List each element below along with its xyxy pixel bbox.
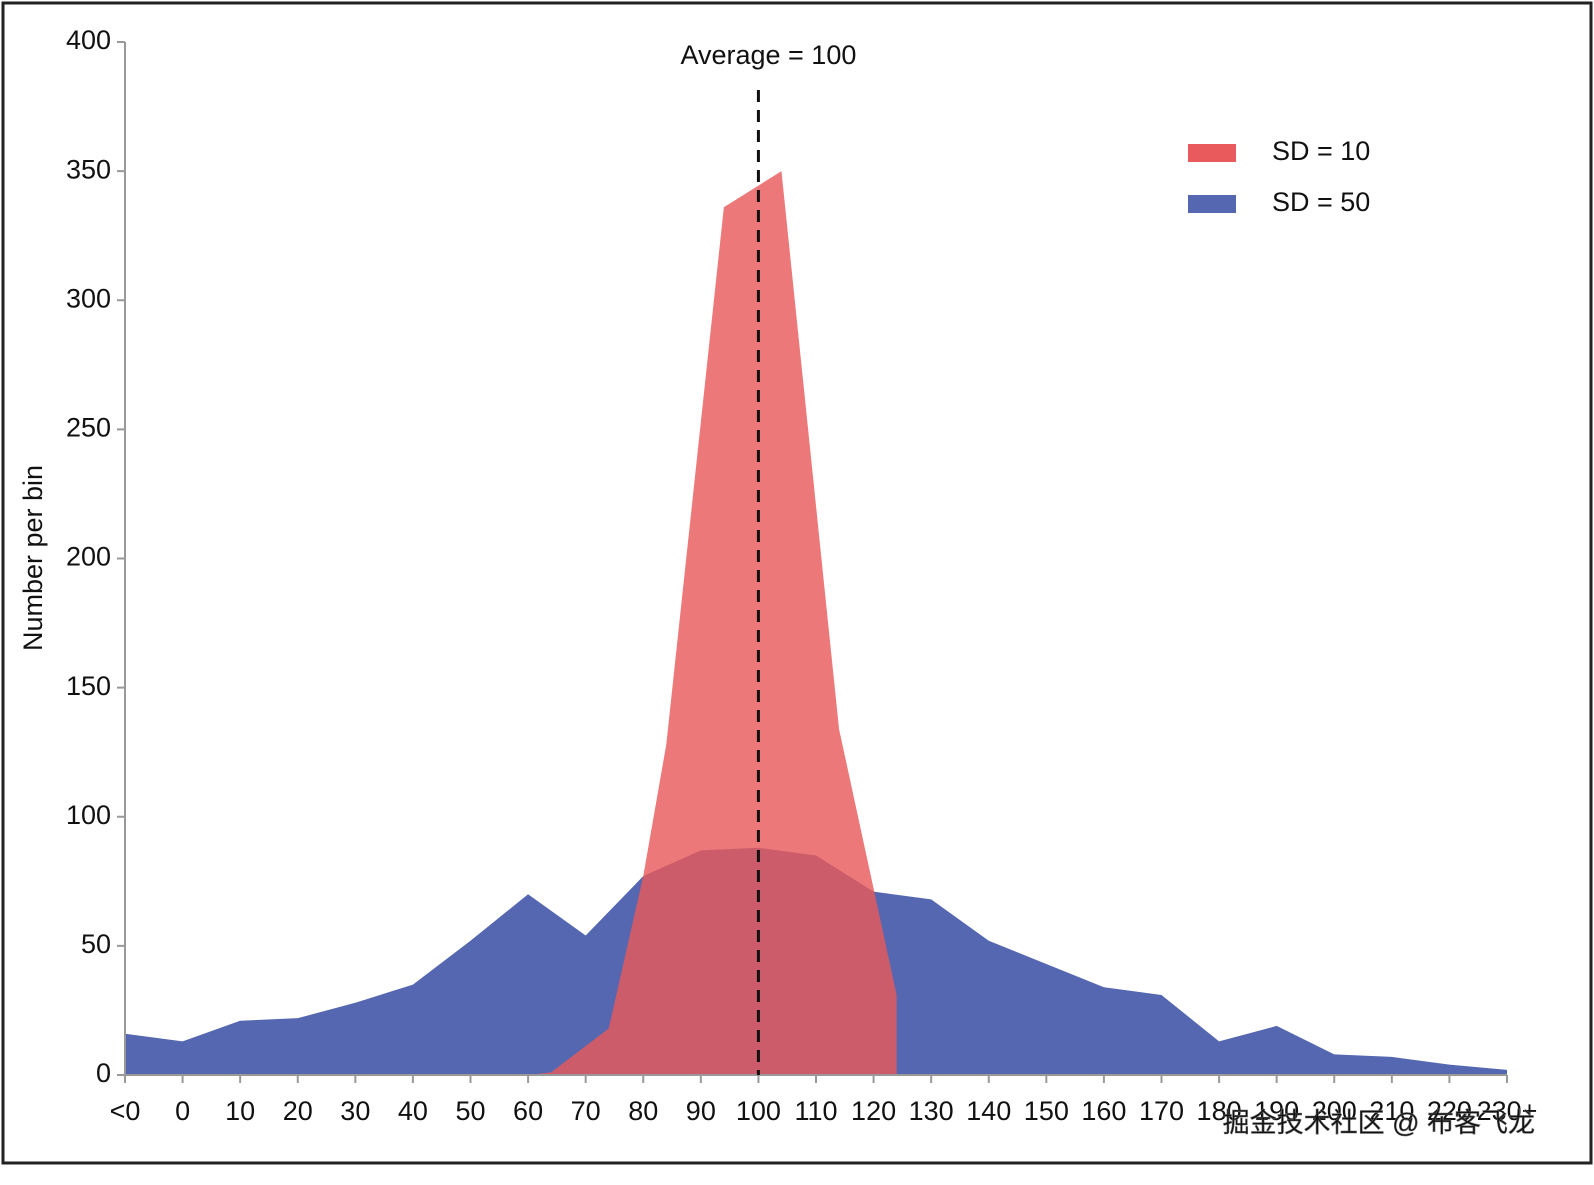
y-tick-label: 250	[66, 413, 111, 443]
watermark: 掘金技术社区 @ 布客飞龙	[1223, 1108, 1535, 1138]
x-tick-label: 80	[628, 1096, 658, 1126]
x-tick-label: 230+	[1477, 1096, 1538, 1126]
y-tick-label: 0	[96, 1058, 111, 1088]
x-tick-label: 220	[1427, 1096, 1472, 1126]
x-tick-label: <0	[110, 1096, 141, 1126]
legend-label: SD = 50	[1272, 187, 1370, 217]
x-tick-label: 90	[686, 1096, 716, 1126]
y-tick-label: 100	[66, 800, 111, 830]
x-tick-label: 180	[1197, 1096, 1242, 1126]
y-axis-label: Number per bin	[18, 465, 48, 651]
y-tick-label: 400	[66, 25, 111, 55]
y-tick-label: 350	[66, 154, 111, 184]
legend-label: SD = 10	[1272, 136, 1370, 166]
x-tick-label: 170	[1139, 1096, 1184, 1126]
x-tick-label: 160	[1081, 1096, 1126, 1126]
legend-swatch	[1188, 144, 1236, 162]
x-tick-label: 190	[1254, 1096, 1299, 1126]
x-tick-label: 110	[794, 1096, 837, 1126]
x-tick-label: 0	[175, 1096, 190, 1126]
x-tick-label: 40	[398, 1096, 428, 1126]
x-tick-label: 150	[1024, 1096, 1069, 1126]
y-tick-label: 300	[66, 283, 111, 313]
x-tick-label: 50	[455, 1096, 485, 1126]
x-tick-label: 140	[966, 1096, 1011, 1126]
x-tick-label: 200	[1312, 1096, 1357, 1126]
x-tick-label: 60	[513, 1096, 543, 1126]
area	[528, 171, 897, 1075]
average-label: Average = 100	[680, 40, 856, 70]
x-tick-label: 70	[571, 1096, 601, 1126]
x-tick-label: 20	[283, 1096, 313, 1126]
x-tick-label: 30	[340, 1096, 370, 1126]
x-tick-label: 130	[909, 1096, 954, 1126]
legend-swatch	[1188, 195, 1236, 213]
x-tick-label: 10	[225, 1096, 255, 1126]
y-tick-label: 200	[66, 542, 111, 572]
y-tick-label: 150	[66, 671, 111, 701]
x-tick-label: 100	[736, 1096, 781, 1126]
x-tick-label: 120	[851, 1096, 896, 1126]
y-tick-label: 50	[81, 929, 111, 959]
x-tick-label: 210	[1369, 1096, 1414, 1126]
